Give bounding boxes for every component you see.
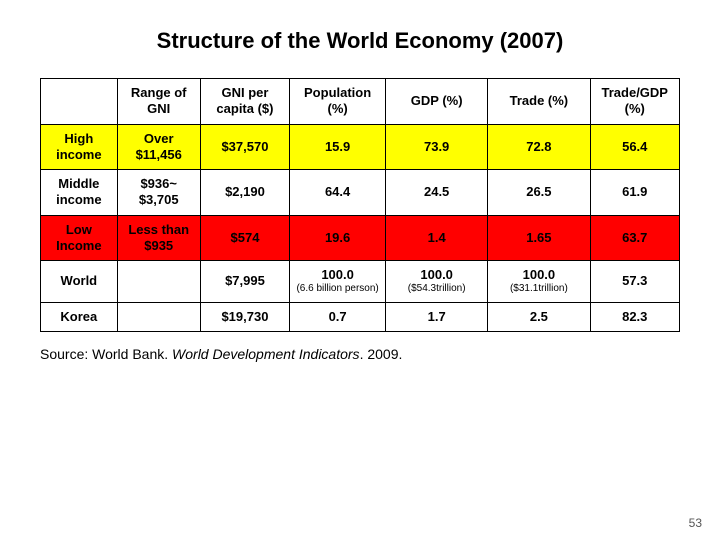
col-trade-gdp: Trade/GDP (%) [590, 79, 680, 125]
cell-pop: 19.6 [290, 215, 386, 261]
table-row: World $7,995 100.0 (6.6 billion person) … [41, 261, 680, 303]
row-label: High income [41, 124, 118, 170]
cell-pop: 100.0 (6.6 billion person) [290, 261, 386, 303]
row-label: Korea [41, 302, 118, 331]
col-trade: Trade (%) [488, 79, 590, 125]
cell-gni-pc: $7,995 [200, 261, 289, 303]
page-number: 53 [689, 516, 702, 530]
col-pop: Population (%) [290, 79, 386, 125]
cell-pop: 64.4 [290, 170, 386, 216]
table-body: High income Over $11,456 $37,570 15.9 73… [41, 124, 680, 332]
cell-trade: 1.65 [488, 215, 590, 261]
cell-trade-main: 100.0 [523, 267, 556, 282]
table-header-row: Range of GNI GNI per capita ($) Populati… [41, 79, 680, 125]
economy-table: Range of GNI GNI per capita ($) Populati… [40, 78, 680, 332]
table-row: High income Over $11,456 $37,570 15.9 73… [41, 124, 680, 170]
row-label: Middle income [41, 170, 118, 216]
cell-gdp-sub: ($54.3trillion) [388, 283, 485, 296]
source-citation: Source: World Bank. World Development In… [40, 346, 680, 362]
cell-trade: 26.5 [488, 170, 590, 216]
cell-range [117, 261, 200, 303]
cell-range: Less than $935 [117, 215, 200, 261]
row-label: Low Income [41, 215, 118, 261]
table-row: Korea $19,730 0.7 1.7 2.5 82.3 [41, 302, 680, 331]
cell-gdp: 1.4 [386, 215, 488, 261]
page-title: Structure of the World Economy (2007) [40, 28, 680, 54]
col-range: Range of GNI [117, 79, 200, 125]
table-row: Low Income Less than $935 $574 19.6 1.4 … [41, 215, 680, 261]
cell-pop: 0.7 [290, 302, 386, 331]
col-gdp: GDP (%) [386, 79, 488, 125]
cell-tg: 82.3 [590, 302, 680, 331]
cell-pop: 15.9 [290, 124, 386, 170]
cell-gni-pc: $2,190 [200, 170, 289, 216]
cell-gdp: 1.7 [386, 302, 488, 331]
cell-tg: 63.7 [590, 215, 680, 261]
cell-trade: 72.8 [488, 124, 590, 170]
cell-range [117, 302, 200, 331]
cell-pop-sub: (6.6 billion person) [292, 283, 383, 296]
source-title: World Development Indicators [172, 346, 360, 362]
cell-tg: 61.9 [590, 170, 680, 216]
col-gni-pc: GNI per capita ($) [200, 79, 289, 125]
cell-tg: 57.3 [590, 261, 680, 303]
col-blank [41, 79, 118, 125]
cell-trade: 100.0 ($31.1trillion) [488, 261, 590, 303]
cell-gdp: 73.9 [386, 124, 488, 170]
cell-tg: 56.4 [590, 124, 680, 170]
cell-gni-pc: $574 [200, 215, 289, 261]
cell-range: $936~ $3,705 [117, 170, 200, 216]
source-prefix: Source: World Bank. [40, 346, 172, 362]
cell-range: Over $11,456 [117, 124, 200, 170]
cell-pop-main: 100.0 [321, 267, 354, 282]
table-row: Middle income $936~ $3,705 $2,190 64.4 2… [41, 170, 680, 216]
cell-gni-pc: $19,730 [200, 302, 289, 331]
source-suffix: . 2009. [360, 346, 403, 362]
row-label: World [41, 261, 118, 303]
cell-gdp: 100.0 ($54.3trillion) [386, 261, 488, 303]
cell-trade: 2.5 [488, 302, 590, 331]
cell-gdp: 24.5 [386, 170, 488, 216]
cell-trade-sub: ($31.1trillion) [490, 283, 587, 296]
cell-gdp-main: 100.0 [420, 267, 453, 282]
cell-gni-pc: $37,570 [200, 124, 289, 170]
